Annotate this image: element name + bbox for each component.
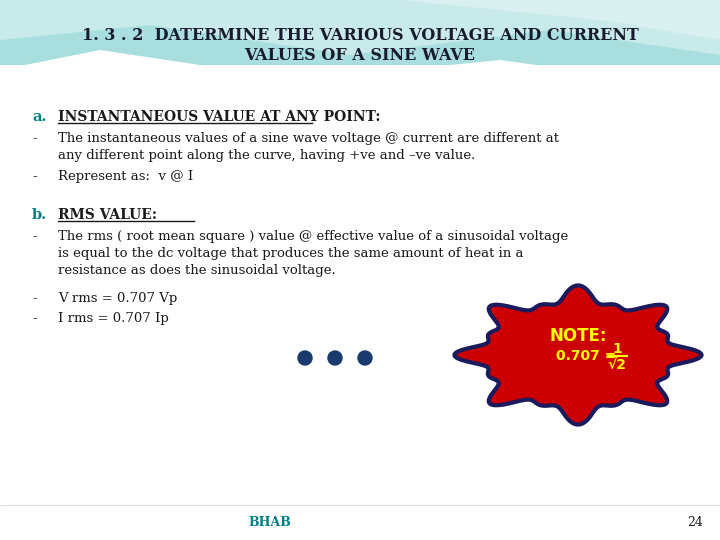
Text: The rms ( root mean square ) value @ effective value of a sinusoidal voltage
is : The rms ( root mean square ) value @ eff… (58, 230, 568, 277)
Text: Represent as:  v @ I: Represent as: v @ I (58, 170, 193, 183)
Text: RMS VALUE:: RMS VALUE: (58, 208, 157, 222)
Text: -: - (32, 312, 37, 326)
Text: The instantaneous values of a sine wave voltage @ current are different at
any d: The instantaneous values of a sine wave … (58, 132, 559, 162)
Text: √2: √2 (608, 358, 626, 372)
Text: BHAB: BHAB (248, 516, 292, 529)
Text: I rms = 0.707 Ip: I rms = 0.707 Ip (58, 312, 168, 325)
Text: V rms = 0.707 Vp: V rms = 0.707 Vp (58, 292, 177, 305)
Text: VALUES OF A SINE WAVE: VALUES OF A SINE WAVE (245, 48, 475, 64)
Polygon shape (0, 0, 720, 90)
Text: -: - (32, 230, 37, 244)
Text: -: - (32, 132, 37, 146)
Circle shape (328, 351, 342, 365)
Text: NOTE:: NOTE: (549, 327, 607, 345)
Text: INSTANTANEOUS VALUE AT ANY POINT:: INSTANTANEOUS VALUE AT ANY POINT: (58, 110, 380, 124)
Text: 1: 1 (612, 342, 622, 356)
Polygon shape (0, 65, 720, 540)
Text: -: - (32, 292, 37, 306)
Text: a.: a. (32, 110, 47, 124)
Polygon shape (454, 286, 701, 424)
Circle shape (298, 351, 312, 365)
Text: 1. 3 . 2  DATERMINE THE VARIOUS VOLTAGE AND CURRENT: 1. 3 . 2 DATERMINE THE VARIOUS VOLTAGE A… (81, 28, 639, 44)
Circle shape (358, 351, 372, 365)
Text: b.: b. (32, 208, 47, 222)
Polygon shape (0, 0, 720, 55)
Text: 24: 24 (687, 516, 703, 529)
Text: -: - (32, 170, 37, 184)
Polygon shape (400, 0, 720, 40)
Text: 0.707 =: 0.707 = (556, 349, 621, 363)
